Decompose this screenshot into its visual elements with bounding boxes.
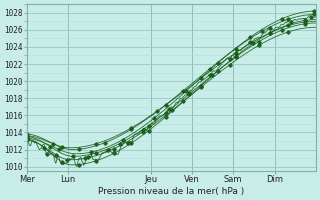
X-axis label: Pression niveau de la mer( hPa ): Pression niveau de la mer( hPa ) xyxy=(98,187,244,196)
